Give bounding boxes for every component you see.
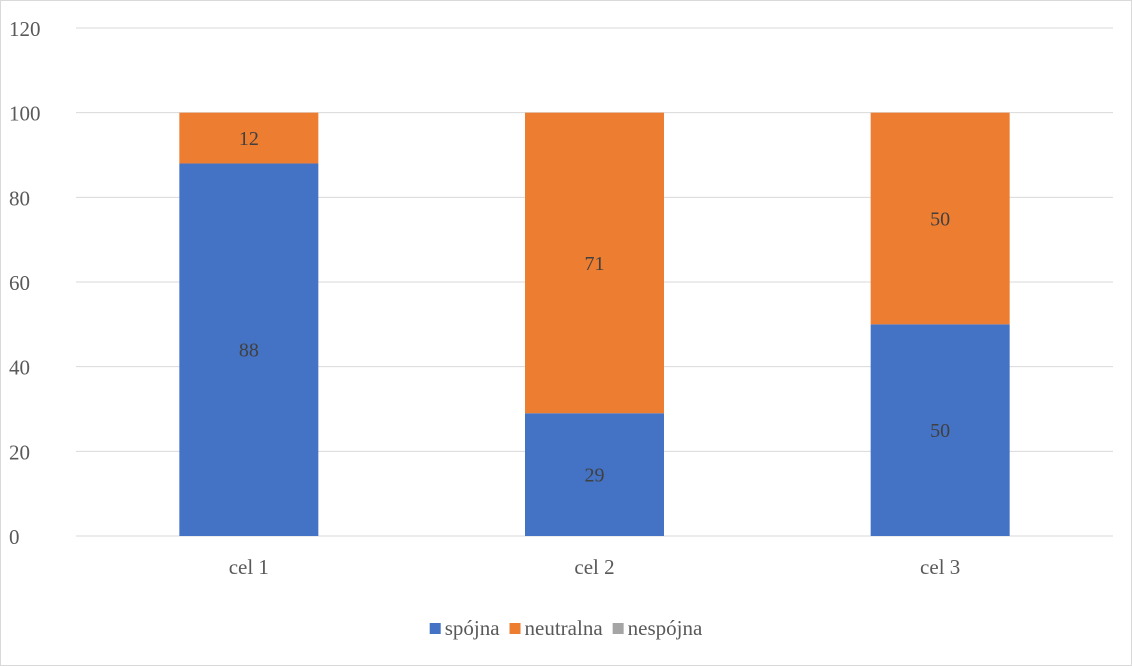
data-labels: 88 12 29 71 50 50	[239, 128, 950, 487]
data-label-neutralna-cel-3: 50	[930, 209, 950, 231]
y-axis-ticks: 0 20 40 60 80 100 120	[9, 17, 41, 549]
x-tick-label-cel-1: cel 1	[229, 555, 269, 579]
legend-item-neutralna: neutralna	[509, 616, 604, 640]
legend-item-sp-jna: spójna	[429, 616, 501, 640]
bar-sp-jna-cel-3	[870, 324, 1010, 536]
bar-sp-jna-cel-2	[525, 413, 664, 536]
bar-sp-jna-cel-1	[179, 163, 319, 536]
x-tick-label-cel-2: cel 2	[574, 555, 614, 579]
y-tick-label: 20	[9, 440, 30, 464]
legend-label-sp-jna: spójna	[445, 616, 501, 640]
bar-neutralna-cel-2	[525, 112, 664, 414]
y-tick-label: 40	[9, 356, 30, 380]
bars	[179, 112, 1010, 536]
data-label-neutralna-cel-2: 71	[585, 253, 605, 275]
data-label-neutralna-cel-1: 12	[239, 128, 259, 150]
y-tick-label: 120	[9, 17, 41, 41]
data-label-sp-jna-cel-1: 88	[239, 340, 259, 362]
legend-item-nesp-jna: nespójna	[612, 616, 703, 640]
data-label-sp-jna-cel-2: 29	[585, 465, 605, 487]
bar-neutralna-cel-3	[870, 112, 1010, 325]
y-tick-label: 100	[9, 102, 41, 126]
x-tick-label-cel-3: cel 3	[920, 555, 960, 579]
legend-label-neutralna: neutralna	[525, 616, 604, 640]
y-tick-label: 60	[9, 271, 30, 295]
y-tick-label: 80	[9, 186, 30, 210]
bar-neutralna-cel-1	[179, 112, 319, 164]
legend: spójna neutralna nespójna	[429, 616, 703, 640]
y-tick-label: 0	[9, 525, 20, 549]
legend-swatch-neutralna	[509, 623, 521, 634]
legend-label-nesp-jna: nespójna	[628, 616, 703, 640]
legend-swatch-sp-jna	[429, 623, 441, 634]
legend-swatch-nesp-jna	[612, 623, 624, 634]
data-label-sp-jna-cel-3: 50	[930, 420, 950, 442]
x-axis-ticks: cel 1 cel 2 cel 3	[229, 555, 961, 579]
